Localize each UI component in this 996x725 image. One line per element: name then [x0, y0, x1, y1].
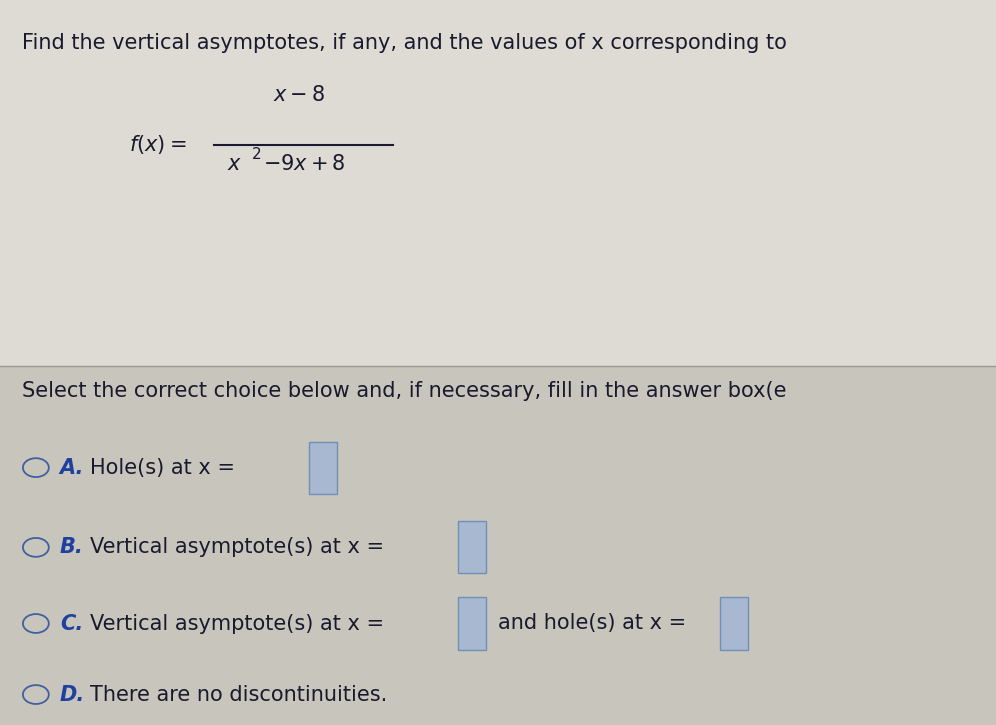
Text: Vertical asymptote(s) at x =: Vertical asymptote(s) at x =	[90, 537, 383, 558]
FancyBboxPatch shape	[720, 597, 748, 650]
FancyBboxPatch shape	[458, 597, 486, 650]
FancyBboxPatch shape	[0, 366, 996, 725]
Text: C.: C.	[60, 613, 83, 634]
Text: $x$: $x$	[227, 154, 242, 174]
FancyBboxPatch shape	[0, 0, 996, 366]
Text: and hole(s) at x =: and hole(s) at x =	[498, 613, 686, 634]
Text: A.: A.	[60, 457, 84, 478]
Text: B.: B.	[60, 537, 84, 558]
Text: $f(x) =$: $f(x) =$	[129, 133, 187, 157]
Text: $-9x+8$: $-9x+8$	[263, 154, 346, 174]
Text: D.: D.	[60, 684, 85, 705]
Text: There are no discontinuities.: There are no discontinuities.	[90, 684, 386, 705]
Text: Vertical asymptote(s) at x =: Vertical asymptote(s) at x =	[90, 613, 383, 634]
Text: Hole(s) at x =: Hole(s) at x =	[90, 457, 235, 478]
Text: $x-8$: $x-8$	[273, 85, 325, 105]
FancyBboxPatch shape	[458, 521, 486, 573]
FancyBboxPatch shape	[309, 442, 337, 494]
Text: $2$: $2$	[251, 146, 261, 162]
Text: Select the correct choice below and, if necessary, fill in the answer box(e: Select the correct choice below and, if …	[22, 381, 787, 401]
Text: Find the vertical asymptotes, if any, and the values of x corresponding to: Find the vertical asymptotes, if any, an…	[22, 33, 787, 53]
